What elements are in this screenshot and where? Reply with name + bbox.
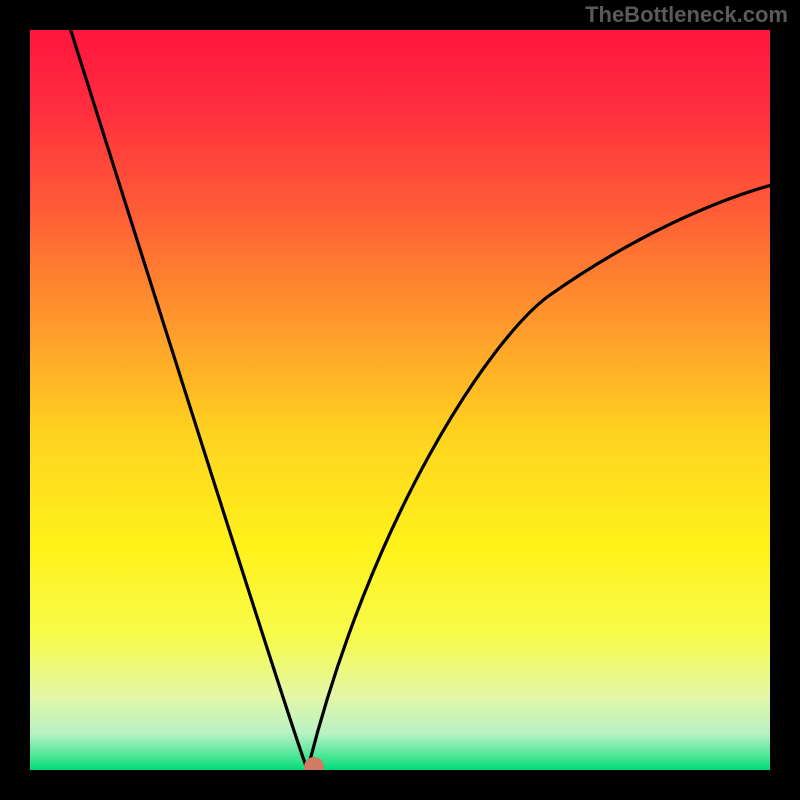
plot-area xyxy=(30,30,770,770)
curve-layer xyxy=(30,30,770,770)
bottleneck-curve xyxy=(71,30,770,770)
watermark-text: TheBottleneck.com xyxy=(585,2,788,28)
chart-canvas: TheBottleneck.com xyxy=(0,0,800,800)
